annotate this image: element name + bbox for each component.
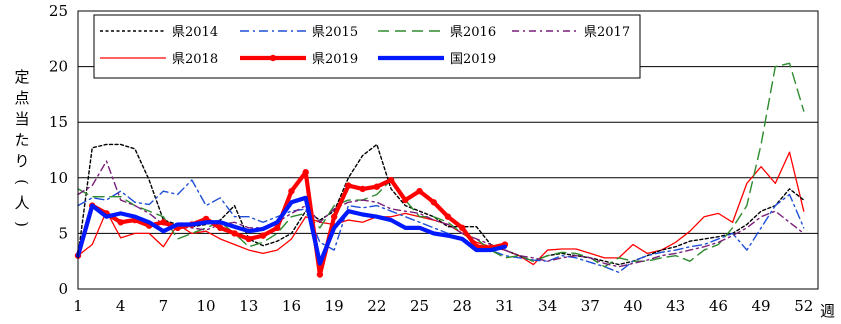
series-point (330, 213, 338, 220)
x-tick-label: 13 (239, 297, 258, 315)
series-lines (74, 62, 805, 278)
x-tick-label: 52 (794, 297, 813, 315)
y-axis-label-char: 当 (14, 110, 29, 128)
series-point (274, 224, 281, 232)
legend-marker (269, 54, 277, 62)
series-point (402, 196, 409, 204)
x-tick-label: 10 (197, 297, 216, 315)
y-axis-label-char: ) (13, 221, 31, 227)
x-tick-label: 19 (325, 297, 344, 315)
y-axis-label-char: 点 (14, 89, 29, 107)
x-tick-label: 7 (159, 297, 169, 315)
y-tick-label: 15 (49, 113, 68, 131)
legend-label: 県2019 (312, 52, 358, 67)
series-point (217, 224, 224, 232)
x-tick-label: 43 (666, 297, 685, 315)
y-axis-ticks: 0 5 10 15 20 25 (49, 2, 68, 298)
x-tick-label: 34 (538, 297, 557, 315)
legend-label: 国2019 (450, 52, 496, 67)
series-point (459, 224, 466, 232)
y-tick-label: 25 (49, 2, 68, 20)
series-line (75, 170, 508, 277)
y-axis-label-char: た (14, 131, 29, 149)
series-point (302, 169, 309, 176)
legend-label: 県2014 (172, 25, 218, 40)
series-point (316, 271, 324, 278)
x-tick-label: 1 (73, 297, 83, 315)
series-point (430, 199, 437, 206)
y-axis-label-char: ( (13, 179, 31, 185)
y-axis-label-char: り (14, 152, 29, 170)
y-tick-label: 10 (49, 169, 68, 187)
series-point (444, 213, 452, 220)
x-tick-label: 31 (495, 297, 514, 315)
plot-area-frame (77, 10, 819, 290)
series-point (345, 182, 352, 189)
legend-label: 県2017 (584, 25, 630, 40)
legend: 県2014 県2015 県2016 県2017 県2018 県2019 国2019 (93, 14, 641, 79)
series-point (359, 185, 366, 193)
series-line (77, 143, 805, 266)
gridlines (78, 66, 818, 234)
legend-label: 県2016 (450, 25, 496, 40)
series-point (117, 219, 124, 226)
y-axis-label-char: 定 (14, 68, 29, 86)
series-point (373, 183, 381, 190)
series-point (231, 230, 238, 237)
legend-box (93, 14, 641, 79)
series-line (77, 179, 805, 274)
legend-label: 県2018 (172, 52, 218, 67)
series-point (259, 232, 267, 239)
series-point (416, 187, 423, 195)
y-tick-label: 20 (49, 58, 68, 76)
series-point (387, 176, 395, 184)
series-line (77, 160, 805, 268)
legend-label: 県2015 (312, 25, 358, 40)
x-tick-label: 16 (282, 297, 301, 315)
x-tick-label: 46 (709, 297, 728, 315)
x-tick-label: 25 (410, 297, 429, 315)
x-tick-label: 4 (116, 297, 126, 315)
series-line (75, 195, 508, 266)
x-tick-label: 40 (623, 297, 642, 315)
series-line (77, 62, 805, 268)
y-axis-label-char: 人 (14, 194, 29, 212)
series-point (160, 219, 167, 226)
x-axis-label: 週 (820, 302, 835, 320)
y-tick-label: 0 (58, 280, 68, 298)
y-tick-label: 5 (58, 224, 68, 242)
series-point (288, 187, 295, 195)
x-axis-ticks: 1 4 7 10 13 16 19 22 25 28 31 34 37 40 43 46 49 52 (73, 297, 813, 315)
series-point (245, 235, 252, 243)
x-tick-label: 22 (367, 297, 386, 315)
x-tick-label: 28 (453, 297, 472, 315)
x-tick-label: 37 (581, 297, 600, 315)
x-tick-label: 49 (752, 297, 771, 315)
